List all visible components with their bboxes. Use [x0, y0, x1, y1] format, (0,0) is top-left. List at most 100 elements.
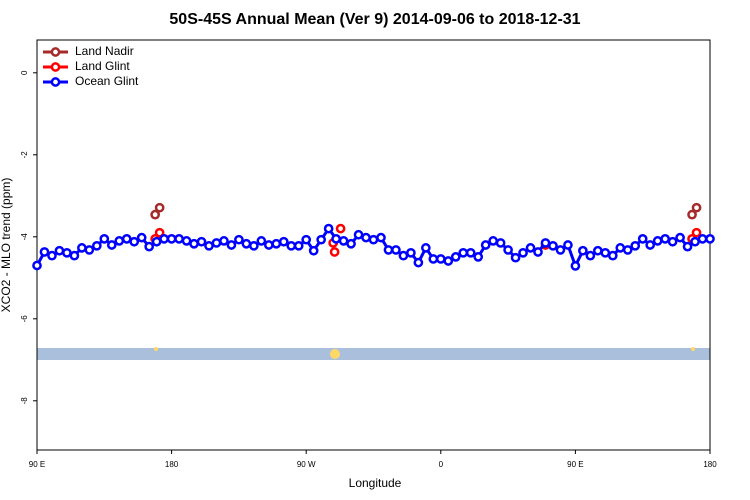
y-tick-label: -8 [20, 397, 29, 405]
data-point [338, 236, 349, 246]
data-point [391, 245, 401, 255]
x-tick-label: 0 [439, 460, 444, 469]
data-point [249, 240, 259, 251]
data-point [211, 238, 222, 248]
data-point [630, 240, 641, 251]
data-point [47, 250, 57, 261]
data-point [293, 240, 304, 251]
data-point [136, 232, 147, 243]
data-point [278, 236, 289, 247]
data-point [368, 234, 379, 245]
data-point [129, 236, 140, 247]
data-point [154, 227, 165, 238]
data-point [256, 236, 267, 246]
data-point [645, 240, 656, 250]
data-point [406, 247, 416, 258]
data-point [263, 240, 274, 250]
data-point [383, 245, 394, 255]
data-point [480, 240, 491, 250]
data-point [488, 236, 498, 246]
x-tick-label: 90 E [567, 460, 583, 469]
data-point [181, 236, 192, 246]
legend-marker [50, 47, 61, 57]
data-point [473, 252, 484, 262]
marker-decoration [330, 349, 340, 359]
data-point [697, 234, 708, 244]
data-point [346, 238, 356, 249]
data-point [114, 236, 125, 246]
data-point [420, 243, 431, 253]
x-tick-label: 180 [165, 460, 179, 469]
data-point [54, 245, 65, 256]
data-point [533, 247, 543, 257]
data-point [91, 240, 102, 251]
data-point [121, 234, 132, 244]
data-point [331, 234, 341, 244]
data-point [150, 209, 160, 220]
data-point [691, 202, 702, 213]
data-point [660, 234, 670, 244]
plot-frame [36, 39, 711, 451]
data-point [525, 243, 536, 253]
x-tick-label: 90 E [29, 460, 45, 469]
data-point [99, 234, 110, 244]
y-axis-label: XCO2 - MLO trend (ppm) [0, 178, 13, 313]
data-point [271, 238, 282, 249]
data-point [413, 257, 424, 268]
data-point [62, 247, 72, 258]
data-point [667, 236, 678, 247]
data-point [286, 240, 297, 251]
data-point [563, 240, 573, 250]
y-tick-label: -4 [20, 233, 29, 241]
data-point [106, 240, 117, 250]
data-point [622, 245, 633, 255]
data-point [687, 209, 697, 220]
legend-label: Ocean Glint [75, 74, 139, 88]
data-point [555, 245, 566, 255]
data-point [450, 252, 461, 262]
band [37, 348, 710, 360]
legend-marker [50, 77, 61, 87]
legend-marker [50, 62, 61, 72]
data-point [77, 243, 87, 253]
data-point [637, 234, 648, 244]
data-point [151, 236, 162, 247]
data-point [335, 223, 346, 234]
data-point [495, 238, 506, 248]
data-point [428, 254, 439, 264]
data-point [174, 234, 184, 244]
data-point [154, 202, 165, 213]
data-point [690, 236, 700, 247]
data-point [353, 229, 364, 240]
data-point [518, 247, 528, 258]
data-point [398, 250, 409, 261]
data-point [600, 247, 611, 258]
y-tick-label: -6 [20, 315, 29, 323]
data-point [144, 241, 155, 252]
legend-label: Land Nadir [75, 44, 134, 58]
data-point [540, 238, 551, 248]
x-axis-label: Longitude [349, 476, 402, 490]
legend-label: Land Glint [75, 59, 130, 73]
data-point [189, 238, 199, 249]
data-point [159, 234, 169, 244]
marker-decoration [154, 347, 158, 351]
data-point [592, 245, 603, 256]
data-point [615, 243, 626, 253]
data-point [196, 236, 207, 247]
data-point [84, 245, 95, 255]
data-point [691, 227, 702, 238]
marker-decoration [691, 347, 695, 351]
data-point [503, 245, 513, 255]
x-tick-label: 90 W [297, 460, 316, 469]
data-point [219, 236, 229, 246]
data-point [705, 234, 715, 244]
y-tick-label: -2 [20, 151, 29, 159]
data-point [329, 247, 340, 257]
data-point [548, 240, 558, 251]
data-point [226, 240, 237, 250]
data-point [32, 260, 42, 271]
data-point [323, 223, 334, 234]
data-point [570, 261, 581, 271]
